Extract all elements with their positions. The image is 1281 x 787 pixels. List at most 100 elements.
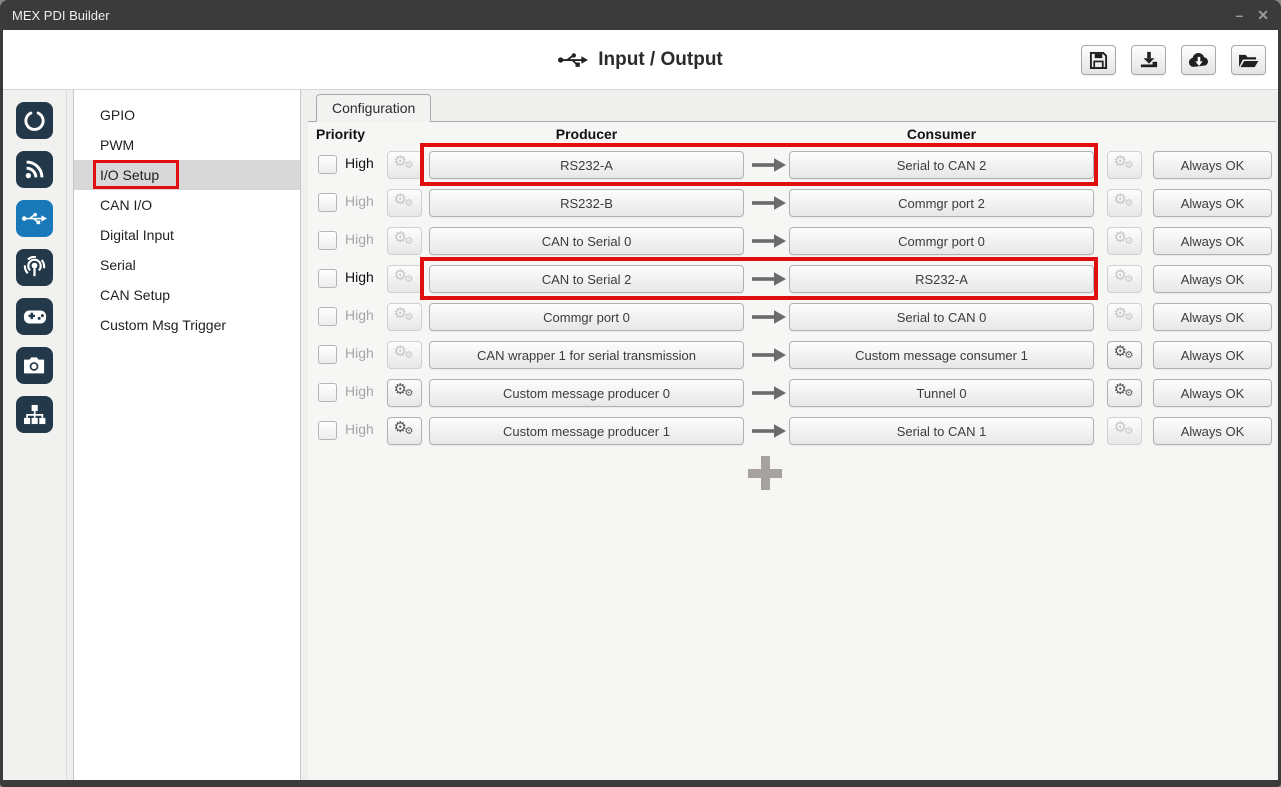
close-button[interactable]: ✕ <box>1257 7 1269 23</box>
consumer-settings-button[interactable]: ⚙ ⚙ <box>1107 417 1142 445</box>
high-priority-label: High <box>345 269 374 285</box>
minimize-button[interactable]: – <box>1235 7 1244 23</box>
producer-settings-button[interactable]: ⚙ ⚙ <box>387 417 422 445</box>
producer-select[interactable]: CAN to Serial 2 <box>429 265 744 293</box>
table-row: High ⚙ ⚙ CAN wrapper 1 for serial transmi… <box>308 336 1276 374</box>
high-priority-checkbox[interactable] <box>318 155 337 174</box>
high-priority-checkbox[interactable] <box>318 231 337 250</box>
save-icon <box>1089 51 1108 70</box>
consumer-settings-button[interactable]: ⚙ ⚙ <box>1107 151 1142 179</box>
consumer-select[interactable]: RS232-A <box>789 265 1094 293</box>
validation-button[interactable]: Always OK <box>1153 303 1272 331</box>
sidebar-item-camera[interactable] <box>16 347 53 384</box>
producer-select[interactable]: CAN wrapper 1 for serial transmission <box>429 341 744 369</box>
arrow-right-icon <box>752 158 786 172</box>
validation-button[interactable]: Always OK <box>1153 189 1272 217</box>
content-area: GPIO PWM I/O Setup CAN I/O Digital Input Seri… <box>3 90 1278 780</box>
page-title-text: Input / Output <box>598 48 723 70</box>
consumer-select[interactable]: Commgr port 2 <box>789 189 1094 217</box>
high-priority-label: High <box>345 155 374 171</box>
consumer-select[interactable]: Serial to CAN 0 <box>789 303 1094 331</box>
save-button[interactable] <box>1081 45 1116 75</box>
consumer-select[interactable]: Serial to CAN 2 <box>789 151 1094 179</box>
high-priority-checkbox[interactable] <box>318 193 337 212</box>
sidebar-item-platform[interactable] <box>16 102 53 139</box>
open-folder-icon <box>1238 52 1259 69</box>
high-priority-label: High <box>345 345 374 361</box>
sidebar-item-can-setup[interactable]: CAN Setup <box>74 280 300 310</box>
title-bar[interactable]: MEX PDI Builder – ✕ <box>0 0 1281 30</box>
consumer-settings-button[interactable]: ⚙ ⚙ <box>1107 303 1142 331</box>
validation-button[interactable]: Always OK <box>1153 379 1272 407</box>
producer-settings-button[interactable]: ⚙ ⚙ <box>387 303 422 331</box>
download-icon <box>1139 51 1159 69</box>
sidebar-item-serial[interactable]: Serial <box>74 250 300 280</box>
validation-button[interactable]: Always OK <box>1153 265 1272 293</box>
high-priority-checkbox[interactable] <box>318 307 337 326</box>
sidebar-item-digital-input[interactable]: Digital Input <box>74 220 300 250</box>
add-row-button[interactable] <box>748 456 782 490</box>
arrow-right-icon <box>752 196 786 210</box>
producer-settings-button[interactable]: ⚙ ⚙ <box>387 265 422 293</box>
high-priority-checkbox[interactable] <box>318 383 337 402</box>
sidebar-item-telemetry[interactable] <box>16 151 53 188</box>
sidebar-item-i-o-setup[interactable]: I/O Setup <box>74 160 300 190</box>
sidebar-item-stick[interactable] <box>16 298 53 335</box>
gears-icon: ⚙ ⚙ <box>1113 304 1134 323</box>
menu-item-label: I/O Setup <box>100 167 160 183</box>
tab-configuration[interactable]: Configuration <box>316 94 432 122</box>
consumer-select[interactable]: Tunnel 0 <box>789 379 1094 407</box>
validation-button[interactable]: Always OK <box>1153 341 1272 369</box>
producer-select[interactable]: Custom message producer 0 <box>429 379 744 407</box>
producer-settings-button[interactable]: ⚙ ⚙ <box>387 227 422 255</box>
consumer-select[interactable]: Commgr port 0 <box>789 227 1094 255</box>
open-folder-button[interactable] <box>1231 45 1266 75</box>
sidebar-item-custom-msg-trigger[interactable]: Custom Msg Trigger <box>74 310 300 340</box>
consumer-settings-button[interactable]: ⚙ ⚙ <box>1107 227 1142 255</box>
arrow-right-icon <box>752 234 786 248</box>
gears-icon: ⚙ ⚙ <box>393 190 414 209</box>
podcast-icon <box>23 256 46 279</box>
gears-icon: ⚙ ⚙ <box>1113 342 1134 361</box>
consumer-settings-button[interactable]: ⚙ ⚙ <box>1107 341 1142 369</box>
consumer-settings-button[interactable]: ⚙ ⚙ <box>1107 265 1142 293</box>
table-row: High ⚙ ⚙ Commgr port 0 Serial to CAN 0 ⚙ ⚙… <box>308 298 1276 336</box>
producer-settings-button[interactable]: ⚙ ⚙ <box>387 379 422 407</box>
producer-settings-button[interactable]: ⚙ ⚙ <box>387 151 422 179</box>
table-row: High ⚙ ⚙ Custom message producer 1 Serial… <box>308 412 1276 450</box>
cloud-download-button[interactable] <box>1181 45 1216 75</box>
sidebar-item-can-i-o[interactable]: CAN I/O <box>74 190 300 220</box>
producer-settings-button[interactable]: ⚙ ⚙ <box>387 341 422 369</box>
producer-select[interactable]: Commgr port 0 <box>429 303 744 331</box>
producer-select[interactable]: CAN to Serial 0 <box>429 227 744 255</box>
validation-button[interactable]: Always OK <box>1153 417 1272 445</box>
sidebar-item-gpio[interactable]: GPIO <box>74 100 300 130</box>
sidebar-item-network[interactable] <box>16 396 53 433</box>
producer-settings-button[interactable]: ⚙ ⚙ <box>387 189 422 217</box>
gears-icon: ⚙ ⚙ <box>1113 190 1134 209</box>
validation-button[interactable]: Always OK <box>1153 151 1272 179</box>
gears-icon: ⚙ ⚙ <box>393 228 414 247</box>
consumer-settings-button[interactable]: ⚙ ⚙ <box>1107 379 1142 407</box>
arrow-right-icon <box>752 424 786 438</box>
producer-select[interactable]: RS232-B <box>429 189 744 217</box>
producer-select[interactable]: RS232-A <box>429 151 744 179</box>
consumer-settings-button[interactable]: ⚙ ⚙ <box>1107 189 1142 217</box>
producer-select[interactable]: Custom message producer 1 <box>429 417 744 445</box>
download-button[interactable] <box>1131 45 1166 75</box>
high-priority-label: High <box>345 307 374 323</box>
high-priority-checkbox[interactable] <box>318 269 337 288</box>
sidebar-item-pwm[interactable]: PWM <box>74 130 300 160</box>
high-priority-checkbox[interactable] <box>318 421 337 440</box>
sidebar-item-input-output[interactable] <box>16 200 53 237</box>
consumer-select[interactable]: Serial to CAN 1 <box>789 417 1094 445</box>
toolbar <box>1081 45 1266 75</box>
menu-item-label: GPIO <box>100 107 136 123</box>
consumer-select[interactable]: Custom message consumer 1 <box>789 341 1094 369</box>
high-priority-checkbox[interactable] <box>318 345 337 364</box>
sidebar-item-radio[interactable] <box>16 249 53 286</box>
menu-item-label: PWM <box>100 137 135 153</box>
usb-icon <box>558 51 589 69</box>
menu-item-label: Serial <box>100 257 136 273</box>
validation-button[interactable]: Always OK <box>1153 227 1272 255</box>
